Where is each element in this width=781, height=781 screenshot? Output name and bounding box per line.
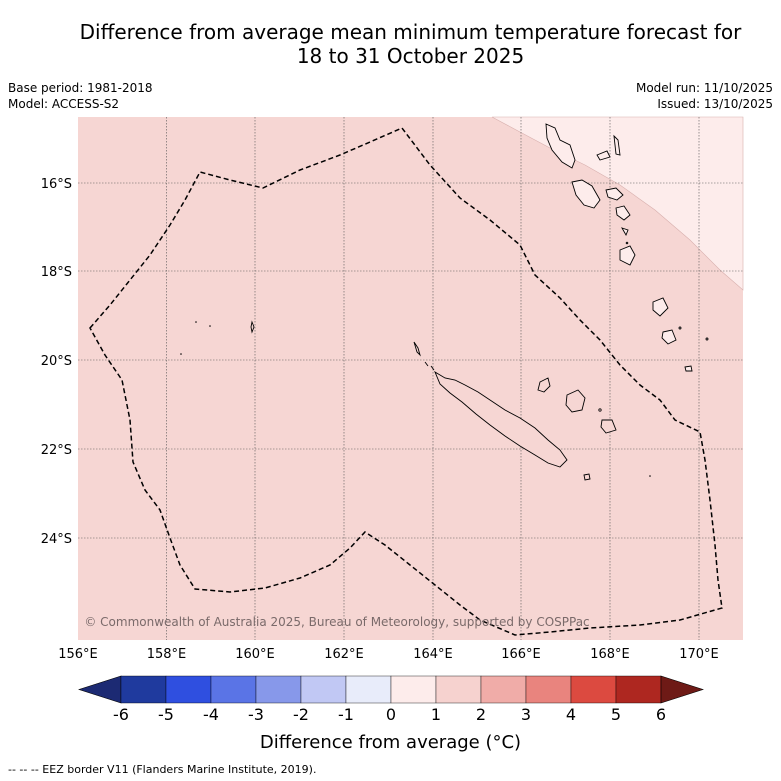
lat-label-22s: 22°S xyxy=(41,443,72,458)
longitude-labels: 156°E 158°E 160°E 162°E 164°E 166°E 168°… xyxy=(58,647,719,662)
colorbar-tick: -6 xyxy=(113,705,129,724)
light-anomaly-region xyxy=(491,116,744,291)
copyright-notice: © Commonwealth of Australia 2025, Bureau… xyxy=(84,615,589,629)
colorbar-segment xyxy=(255,675,302,704)
colorbar-tick: 2 xyxy=(475,705,487,724)
colorbar-segment xyxy=(300,675,347,704)
base-period: Base period: 1981-2018 xyxy=(8,81,153,95)
new-caledonia-island xyxy=(434,370,568,468)
chesterfield-reef xyxy=(250,320,255,334)
lon-label-162e: 162°E xyxy=(324,647,364,662)
issued-date: Issued: 13/10/2025 xyxy=(657,97,773,111)
colorbar-segment xyxy=(570,675,617,704)
lon-label-158e: 158°E xyxy=(147,647,187,662)
lon-label-160e: 160°E xyxy=(235,647,275,662)
colorbar-tick: -5 xyxy=(158,705,174,724)
title-line-2: 18 to 31 October 2025 xyxy=(296,44,525,68)
colorbar-tick: -2 xyxy=(293,705,309,724)
lat-label-20s: 20°S xyxy=(41,354,72,369)
colorbar-segment xyxy=(165,675,212,704)
lat-label-18s: 18°S xyxy=(41,265,72,280)
eez-footnote: -- -- -- EEZ border V11 (Flanders Marine… xyxy=(8,763,317,776)
colorbar-tick: -4 xyxy=(203,705,219,724)
eez-border xyxy=(89,127,723,636)
title-line-1: Difference from average mean minimum tem… xyxy=(79,20,742,44)
latitude-labels: 16°S 18°S 20°S 22°S 24°S xyxy=(41,177,72,547)
graticule xyxy=(78,117,743,640)
meta-left: Base period: 1981-2018 Model: ACCESS-S2 xyxy=(8,80,153,112)
colorbar-tick: -1 xyxy=(338,705,354,724)
map-title: Difference from average mean minimum tem… xyxy=(40,20,781,68)
map-background xyxy=(78,117,743,640)
mare-island xyxy=(600,419,617,434)
lon-label-156e: 156°E xyxy=(58,647,98,662)
colorbar-tick: 1 xyxy=(430,705,442,724)
reef-dot-1 xyxy=(195,321,197,323)
colorbar-tick: 4 xyxy=(565,705,577,724)
walpole-island xyxy=(649,475,651,477)
lon-label-168e: 168°E xyxy=(590,647,630,662)
colorbar-segment xyxy=(480,675,527,704)
lon-label-164e: 164°E xyxy=(413,647,453,662)
vanuatu-islands xyxy=(545,123,709,372)
colorbar-segment xyxy=(390,675,437,704)
colorbar-segment xyxy=(615,675,662,704)
meta-right: Model run: 11/10/2025 Issued: 13/10/2025 xyxy=(636,80,773,112)
lon-label-166e: 166°E xyxy=(501,647,541,662)
colorbar-label: Difference from average (°C) xyxy=(259,732,522,753)
tiga-island xyxy=(598,408,602,412)
lat-label-24s: 24°S xyxy=(41,532,72,547)
ouvea-island xyxy=(537,377,551,393)
colorbar-segment xyxy=(120,675,167,704)
lon-label-170e: 170°E xyxy=(679,647,719,662)
lat-label-16s: 16°S xyxy=(41,177,72,192)
isle-of-pines xyxy=(583,473,591,481)
colorbar-tick: -3 xyxy=(248,705,264,724)
lifou-island xyxy=(565,389,586,413)
colorbar-segment xyxy=(210,675,257,704)
colorbar-over-arrow xyxy=(660,675,704,704)
colorbar-segment xyxy=(345,675,392,704)
colorbar-segment xyxy=(525,675,572,704)
reef-dot-3 xyxy=(180,353,182,355)
colorbar xyxy=(78,675,704,704)
colorbar-tick: 6 xyxy=(655,705,667,724)
belep-islands xyxy=(413,341,435,371)
colorbar-tick: 0 xyxy=(385,705,397,724)
model-name: Model: ACCESS-S2 xyxy=(8,97,120,111)
model-run: Model run: 11/10/2025 xyxy=(635,81,773,95)
colorbar-tick: 3 xyxy=(520,705,532,724)
colorbar-segment xyxy=(435,675,482,704)
reef-dot-2 xyxy=(209,325,211,327)
colorbar-tick: 5 xyxy=(610,705,622,724)
colorbar-under-arrow xyxy=(78,675,122,704)
